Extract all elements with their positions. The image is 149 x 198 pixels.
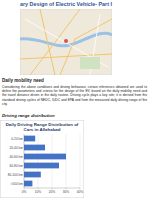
grid-line xyxy=(38,134,39,188)
bar xyxy=(24,136,35,142)
bar xyxy=(24,163,59,169)
x-axis-line xyxy=(24,188,80,189)
bar xyxy=(24,145,45,151)
map-image xyxy=(20,9,112,75)
category-label: 80-100 km xyxy=(8,173,23,177)
category-label: 0-20 km xyxy=(11,137,23,141)
grid-line xyxy=(66,134,67,188)
chart-title: Daily Driving Range Distribution of Cars… xyxy=(2,122,82,132)
map-river xyxy=(20,33,112,45)
tick-label: 0% xyxy=(22,190,27,194)
y-axis-line xyxy=(24,134,25,188)
grid-line xyxy=(80,134,81,188)
tick-label: 30% xyxy=(63,190,70,194)
chart: 0% 10% 20% 30% 40% 0-20 km 20-40 km 40-60 km 60-… xyxy=(0,120,84,198)
grid-line xyxy=(52,134,53,188)
category-label: 60-80 km xyxy=(10,164,24,168)
section-heading: Daily mobility need xyxy=(2,78,44,83)
tick-label: 20% xyxy=(49,190,56,194)
map-park xyxy=(80,57,100,69)
bars-group xyxy=(24,136,66,187)
chart-frame xyxy=(0,120,84,198)
grid-line xyxy=(24,134,25,188)
map-roads xyxy=(20,9,112,75)
map-streets xyxy=(25,14,108,75)
tick-label: 40% xyxy=(77,190,84,194)
section-paragraph: Considering the above conditions and dri… xyxy=(2,85,147,107)
map-pin xyxy=(64,39,68,43)
section-heading: Driving range distribution xyxy=(2,113,55,118)
map-background xyxy=(20,9,112,75)
bar xyxy=(24,154,66,160)
tick-label: 10% xyxy=(35,190,42,194)
page-title: ary Design of Electric Vehicle- Part I xyxy=(20,1,112,7)
category-label: 40-60 km xyxy=(10,155,24,159)
bar xyxy=(24,181,32,187)
category-label: >100 km xyxy=(10,182,23,186)
category-label: 20-40 km xyxy=(10,146,24,150)
chart-container: Daily Driving Range Distribution of Cars… xyxy=(0,120,84,198)
bar xyxy=(24,172,41,178)
